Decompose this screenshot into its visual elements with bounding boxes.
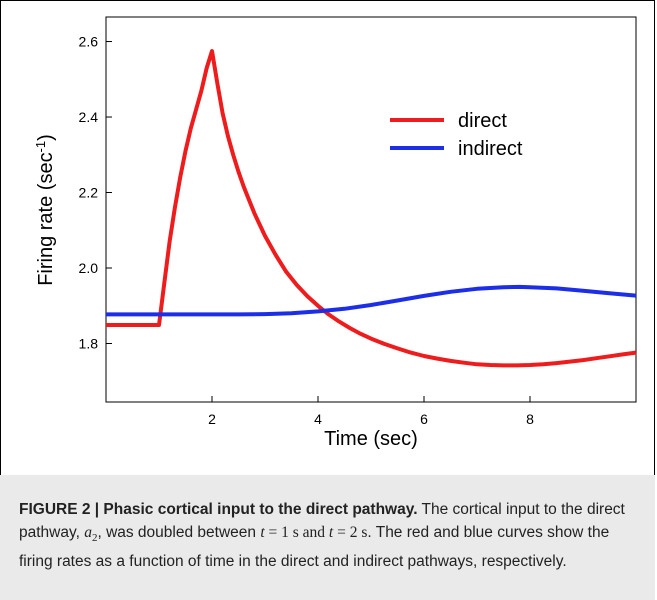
x-tick-label-4: 4	[314, 411, 322, 427]
caption-text-1: The cortical input to the direct pathway…	[19, 501, 625, 541]
x-axis-ticks: 2 4 6 8	[208, 396, 534, 427]
y-tick-label-2.2: 2.2	[79, 185, 99, 201]
legend-label-direct: direct	[458, 110, 507, 132]
legend-label-indirect: indirect	[458, 138, 523, 160]
y-axis-label-superscript: -1	[33, 141, 48, 153]
line-chart: 1.8 2.0 2.2 2.4 2.6 2 4 6 8 direct indirect Time…	[33, 16, 637, 450]
y-axis-label-close: )	[35, 134, 57, 141]
plot-area	[105, 16, 637, 403]
series-line-direct	[106, 49, 637, 368]
y-tick-label-2.0: 2.0	[79, 260, 99, 276]
series-line-indirect	[106, 284, 637, 317]
caption-label: FIGURE 2 | Phasic cortical input to the …	[19, 501, 418, 518]
caption-var-t2: t	[328, 524, 334, 541]
x-tick-label-8: 8	[526, 411, 534, 427]
y-tick-label-2.6: 2.6	[79, 34, 99, 50]
y-tick-label-2.4: 2.4	[79, 109, 99, 125]
figure-caption: FIGURE 2 | Phasic cortical input to the …	[19, 498, 639, 573]
caption-var-subscript: 2	[91, 532, 98, 545]
caption-background	[0, 475, 655, 600]
caption-text-3: . The red and blue curves show the firin…	[19, 524, 610, 571]
y-axis-label-text: Firing rate (sec	[35, 152, 57, 285]
caption-eq-2: = 2 s	[333, 524, 368, 541]
y-tick-label-1.8: 1.8	[79, 335, 99, 351]
caption-text-2: , was doubled between	[97, 524, 261, 541]
caption-var-a: a	[84, 524, 92, 541]
x-tick-label-6: 6	[420, 411, 428, 427]
caption-eq-1: = 1 s and	[264, 524, 329, 541]
series-layer	[106, 49, 637, 368]
x-tick-label-2: 2	[208, 411, 216, 427]
x-axis-label: Time (sec)	[324, 428, 418, 450]
y-axis-label: Firing rate (sec-1)	[33, 134, 57, 286]
caption-var-t1: t	[260, 524, 265, 541]
legend: direct indirect	[390, 110, 523, 160]
y-axis-ticks: 1.8 2.0 2.2 2.4 2.6	[79, 34, 112, 351]
